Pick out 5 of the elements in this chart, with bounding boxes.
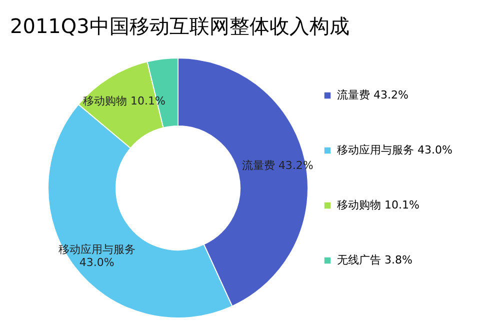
legend-label: 移动购物 10.1% [337,198,420,212]
legend-label: 无线广告 3.8% [337,254,412,266]
legend-label: 移动应用与服务 43.0% [337,144,452,156]
legend-label: 流量费 43.2% [337,88,408,102]
chart-title: 2011Q3中国移动互联网整体收入构成 [10,14,350,38]
